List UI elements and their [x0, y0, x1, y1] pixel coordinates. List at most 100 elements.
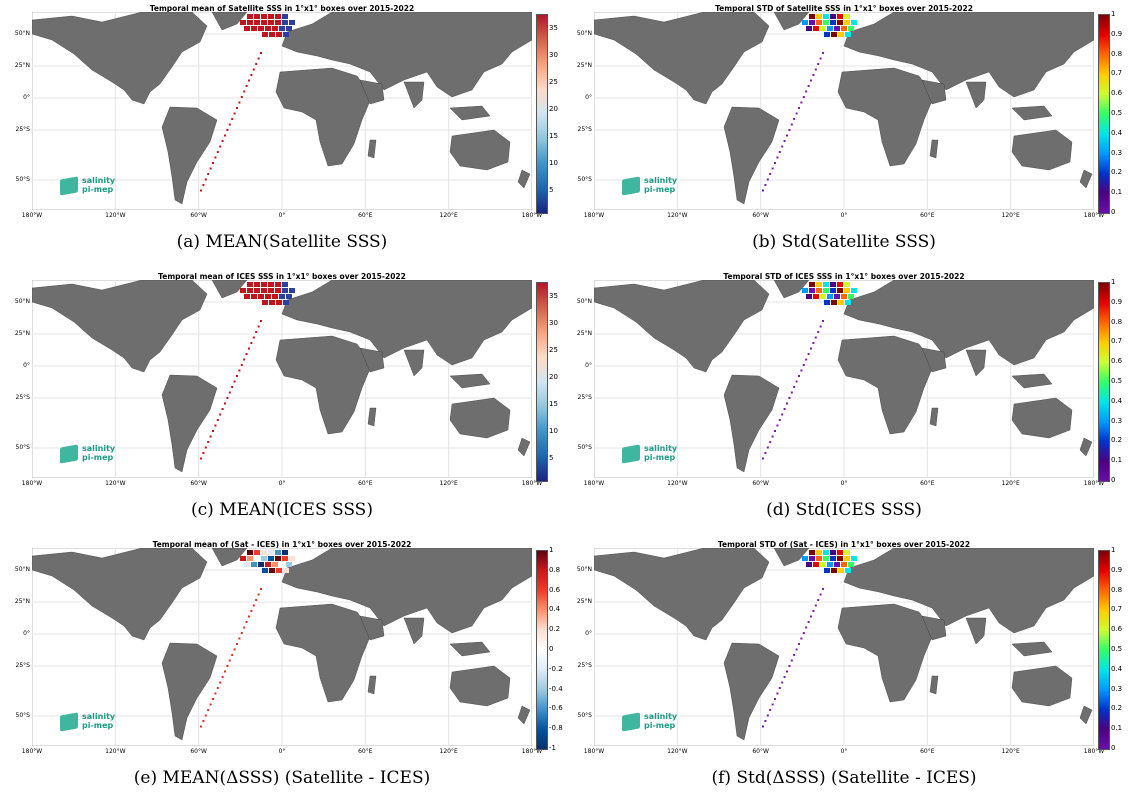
track-point — [766, 446, 769, 449]
lat-label: 0° — [585, 362, 592, 369]
data-cell — [275, 550, 281, 555]
track-point — [822, 320, 824, 322]
map-panel: Temporal STD of ICES SSS in 1°x1° boxes … — [566, 272, 1126, 540]
track-point — [764, 452, 767, 454]
data-cell — [275, 556, 281, 561]
colorbar-tick: 0.9 — [1111, 297, 1123, 306]
world-map — [594, 280, 1094, 478]
track-point — [200, 457, 202, 460]
colorbar-tick: 0.2 — [1111, 168, 1123, 177]
land-mass — [1011, 105, 1053, 121]
track-point — [819, 57, 822, 60]
lon-label: 180°W — [521, 480, 543, 487]
data-cell — [823, 282, 829, 287]
colorbar-tick: 1 — [1111, 278, 1116, 286]
lon-label: 60°W — [190, 212, 207, 219]
land-mass — [32, 548, 208, 641]
data-cell — [830, 282, 836, 287]
track-point — [810, 79, 812, 82]
logo-line1: salinity — [82, 712, 116, 721]
lon-label: 60°W — [190, 480, 207, 487]
lat-label: 0° — [585, 94, 592, 101]
track-point — [245, 353, 248, 355]
land-mass — [161, 106, 218, 205]
land-mass — [594, 12, 770, 105]
track-point — [224, 670, 226, 673]
colorbar-tick: 0.8 — [1111, 585, 1123, 594]
data-cell — [240, 556, 246, 561]
lon-label: 180°W — [21, 212, 43, 219]
track-point — [248, 79, 250, 82]
land-mass — [367, 139, 377, 159]
colorbar-tick: 0.6 — [549, 585, 561, 594]
land-mass — [275, 603, 373, 703]
data-cell — [837, 556, 843, 561]
track-point — [802, 364, 805, 366]
colorbar — [536, 14, 548, 214]
colorbar-tick: 1 — [549, 546, 554, 554]
track-point — [795, 380, 798, 383]
data-cell — [841, 26, 847, 31]
track-point — [781, 413, 784, 416]
data-cell — [831, 568, 837, 573]
data-cell — [830, 288, 836, 293]
lat-label: 50°S — [577, 176, 592, 183]
colorbar-tick: 5 — [549, 454, 554, 462]
data-cell — [802, 20, 808, 25]
colorbar-tick: 0.3 — [1111, 416, 1123, 425]
colorbar-tick: 0.7 — [1111, 337, 1123, 346]
colorbar-tick: 25 — [549, 346, 558, 354]
track-point — [236, 107, 238, 109]
data-cell — [834, 294, 840, 299]
colorbar-tick: 10 — [549, 427, 558, 435]
track-point — [798, 375, 800, 377]
land-mass — [921, 347, 947, 373]
logo-icon — [622, 176, 640, 196]
data-cell — [247, 14, 253, 19]
map-panel: Temporal STD of Satellite SSS in 1°x1° b… — [566, 4, 1126, 272]
track-point — [776, 692, 779, 695]
track-point — [778, 151, 781, 153]
salinity-pimep-logo: salinity pi-mep — [60, 176, 140, 198]
data-cell — [837, 550, 843, 555]
track-point — [798, 643, 800, 645]
data-cell — [837, 14, 843, 19]
salinity-pimep-logo: salinity pi-mep — [60, 444, 140, 466]
track-point — [817, 331, 820, 333]
world-map — [32, 548, 532, 746]
lat-label: 50°N — [14, 566, 30, 573]
track-point — [783, 140, 786, 142]
land-mass — [517, 169, 531, 189]
track-point — [209, 703, 212, 706]
data-cell — [283, 568, 289, 573]
track-point — [762, 725, 764, 728]
data-cell — [240, 20, 246, 25]
colorbar-tick: -0.8 — [549, 724, 563, 733]
data-cell — [247, 550, 253, 555]
land-mass — [594, 548, 770, 641]
track-point — [812, 342, 815, 344]
logo-line1: salinity — [82, 444, 116, 453]
data-cell — [838, 300, 844, 305]
track-point — [783, 676, 786, 678]
track-point — [771, 703, 774, 706]
colorbar-tick: 0.2 — [1111, 704, 1123, 713]
land-mass — [1079, 705, 1093, 725]
track-point — [248, 347, 250, 350]
track-point — [805, 90, 808, 93]
lon-label: 180°W — [583, 480, 605, 487]
colorbar-tick: 0.2 — [1111, 436, 1123, 445]
track-point — [252, 604, 255, 607]
track-point — [228, 123, 231, 126]
salinity-pimep-logo: salinity pi-mep — [622, 712, 702, 734]
logo-icon — [622, 712, 640, 732]
lat-label: 50°N — [576, 298, 592, 305]
track-point — [245, 85, 248, 87]
track-point — [769, 709, 772, 711]
data-cell — [289, 288, 295, 293]
track-point — [243, 90, 246, 93]
data-cell — [247, 20, 253, 25]
track-point — [814, 604, 817, 607]
map-panel: Temporal mean of ICES SSS in 1°x1° boxes… — [4, 272, 564, 540]
land-mass — [517, 437, 531, 457]
